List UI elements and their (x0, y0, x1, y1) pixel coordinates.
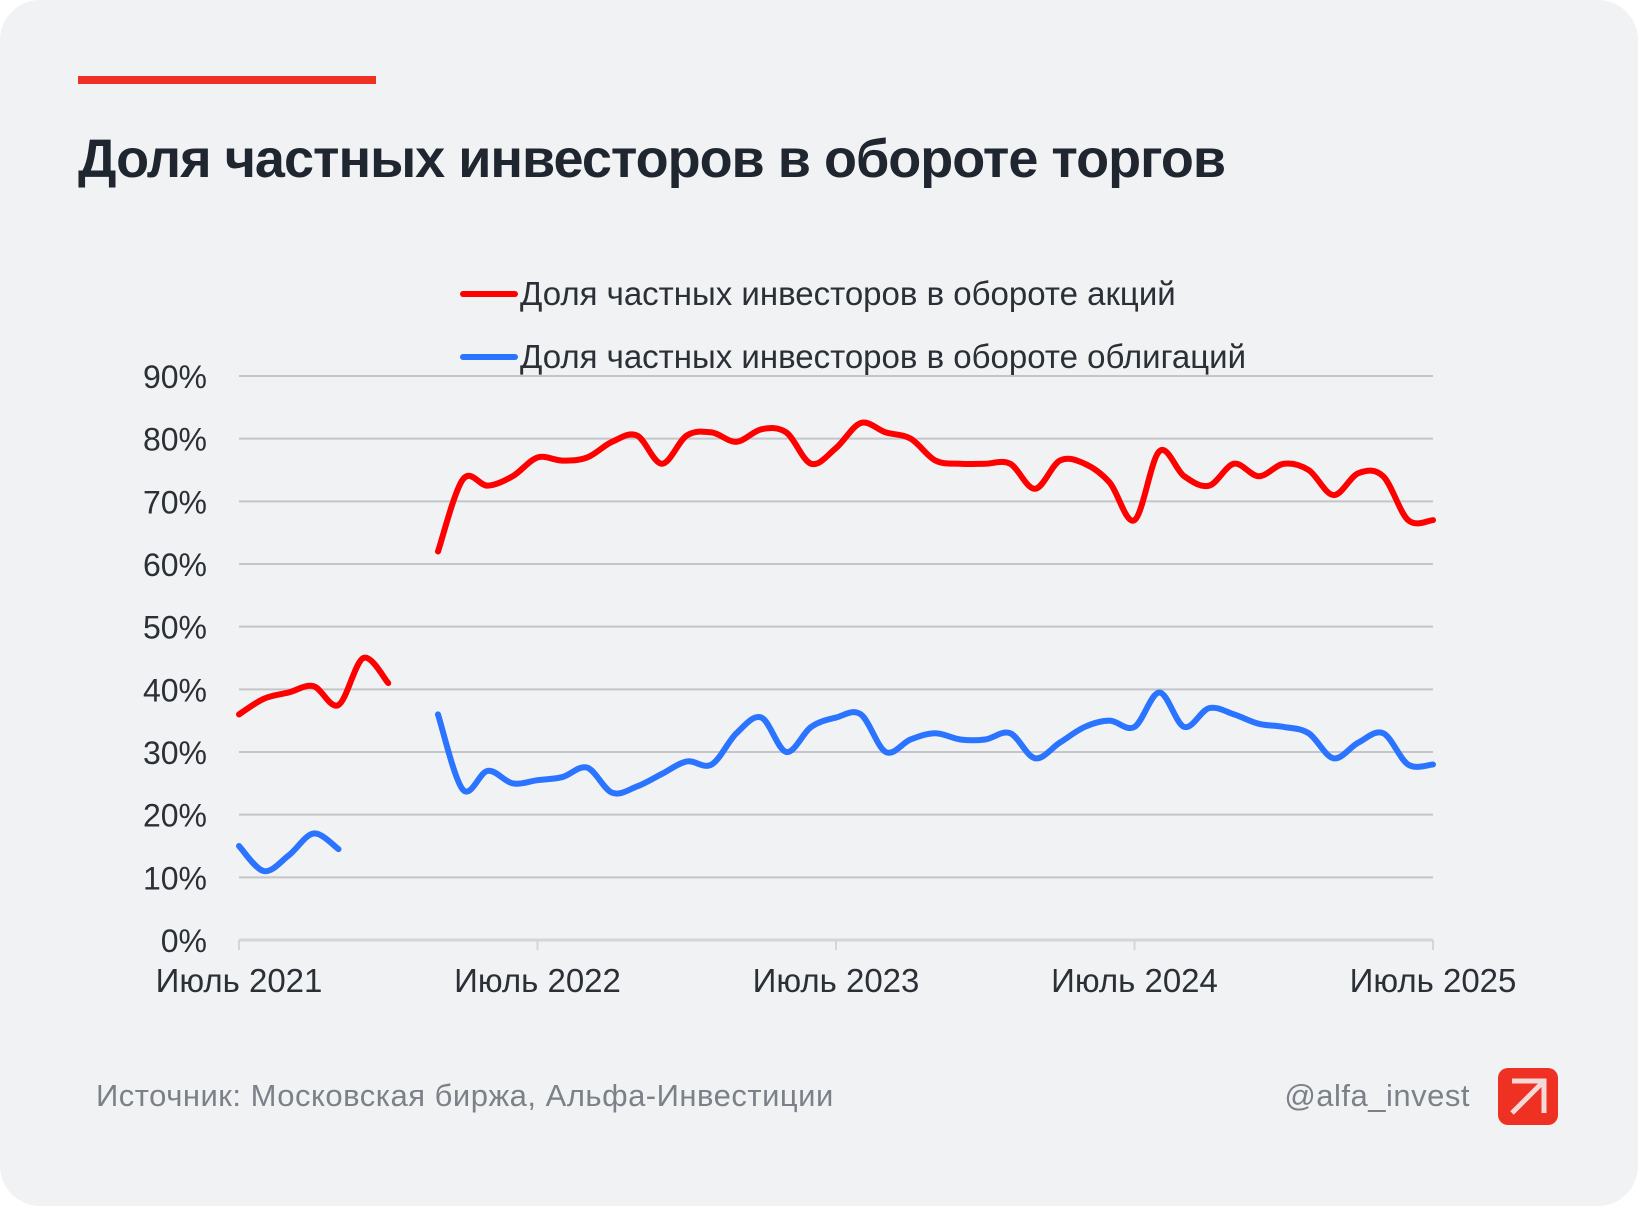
legend-swatch-bonds (460, 353, 518, 360)
y-tick-label: 20% (143, 798, 207, 834)
legend-swatch-stocks (460, 290, 518, 297)
gridlines (239, 375, 1433, 942)
legend-label-bonds: Доля частных инвесторов в обороте облига… (520, 337, 1247, 375)
accent-bar (78, 76, 376, 84)
y-tick-label: 70% (143, 484, 207, 520)
x-tick-label: Июль 2024 (1051, 962, 1218, 999)
legend-item-bonds: Доля частных инвесторов в обороте облига… (460, 325, 1246, 388)
y-tick-label: 30% (143, 735, 207, 771)
legend-item-stocks: Доля частных инвесторов в обороте акций (460, 262, 1246, 325)
series-line-bonds-segment-2 (435, 689, 1436, 797)
y-tick-label: 60% (143, 547, 207, 583)
y-tick-label: 50% (143, 610, 207, 646)
alfa-arrow-logo-icon (1498, 1068, 1558, 1125)
x-tick-label: Июль 2025 (1350, 962, 1517, 999)
series-line-stocks-segment-2 (435, 419, 1436, 555)
chart-title: Доля частных инвесторов в обороте торгов (78, 129, 1226, 189)
x-tick-label: Июль 2022 (454, 962, 621, 999)
y-tick-label: 10% (143, 860, 207, 896)
y-tick-label: 80% (143, 422, 207, 458)
y-axis-ticks: 0% 10% 20% 30% 40% 50% 60% 70% 80% 90% (143, 359, 207, 959)
arrow-icon (1510, 1078, 1547, 1115)
y-tick-label: 0% (161, 923, 207, 959)
social-handle[interactable]: @alfa_invest (1284, 1078, 1470, 1113)
x-tick-label: Июль 2023 (753, 962, 920, 999)
series-lines (236, 419, 1436, 875)
y-tick-label: 40% (143, 672, 207, 708)
y-tick-label: 90% (143, 359, 207, 395)
x-axis: Июль 2021 Июль 2022 Июль 2023 Июль 2024 Июль… (156, 940, 1517, 999)
legend: Доля частных инвесторов в обороте акций … (460, 262, 1246, 388)
legend-label-stocks: Доля частных инвесторов в обороте акций (520, 274, 1176, 312)
series-line-bonds-segment-1 (236, 830, 342, 875)
x-tick-label: Июль 2021 (156, 962, 323, 999)
series-line-stocks-segment-1 (236, 654, 392, 718)
source-note: Источник: Московская биржа, Альфа-Инвест… (96, 1078, 834, 1113)
